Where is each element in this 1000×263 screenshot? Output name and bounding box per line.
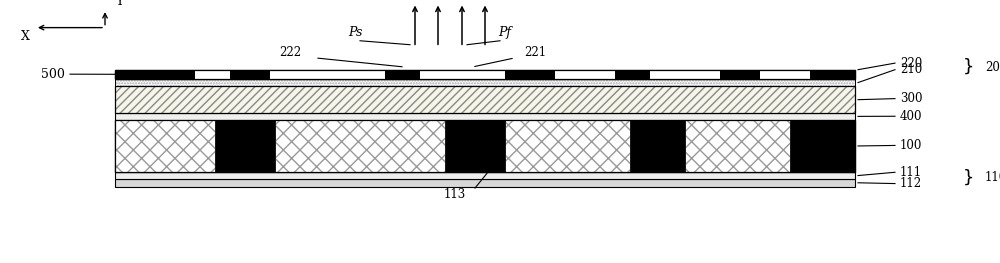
- Text: X: X: [21, 30, 30, 43]
- Bar: [685, 120, 790, 172]
- Bar: [115, 79, 855, 86]
- Bar: [555, 70, 615, 79]
- Bar: [760, 70, 810, 79]
- Text: 110: 110: [985, 171, 1000, 184]
- Text: Pf: Pf: [498, 26, 512, 39]
- Text: }: }: [963, 58, 974, 76]
- Text: Ps: Ps: [348, 26, 362, 39]
- Bar: [115, 86, 855, 113]
- Bar: [505, 70, 555, 79]
- Bar: [505, 120, 630, 172]
- Text: 500: 500: [41, 68, 65, 81]
- Bar: [810, 70, 855, 79]
- Text: 100: 100: [900, 139, 922, 152]
- Bar: [115, 70, 855, 79]
- Bar: [115, 70, 195, 79]
- Bar: [115, 86, 855, 113]
- Bar: [115, 172, 855, 179]
- Text: 222: 222: [279, 46, 301, 59]
- Bar: [195, 70, 230, 79]
- Bar: [215, 120, 275, 172]
- Bar: [790, 120, 855, 172]
- Bar: [650, 70, 720, 79]
- Bar: [115, 120, 215, 172]
- Bar: [420, 70, 505, 79]
- Bar: [115, 120, 855, 172]
- Text: Y: Y: [115, 0, 123, 8]
- Bar: [275, 120, 445, 172]
- Bar: [115, 113, 855, 120]
- Bar: [445, 120, 505, 172]
- Text: 210: 210: [900, 63, 922, 76]
- Bar: [115, 79, 855, 86]
- Text: 200: 200: [985, 60, 1000, 74]
- Bar: [115, 120, 855, 172]
- Text: 221: 221: [524, 46, 546, 59]
- Text: 112: 112: [900, 177, 922, 190]
- Bar: [115, 179, 855, 187]
- Text: 400: 400: [900, 110, 922, 123]
- Bar: [230, 70, 270, 79]
- Bar: [720, 70, 760, 79]
- Bar: [385, 70, 420, 79]
- Text: 111: 111: [900, 166, 922, 179]
- Bar: [270, 70, 385, 79]
- Bar: [115, 70, 855, 79]
- Bar: [630, 120, 685, 172]
- Text: 300: 300: [900, 92, 922, 105]
- Text: 220: 220: [900, 57, 922, 70]
- Text: }: }: [963, 169, 974, 186]
- Bar: [615, 70, 650, 79]
- Text: 113: 113: [444, 188, 466, 201]
